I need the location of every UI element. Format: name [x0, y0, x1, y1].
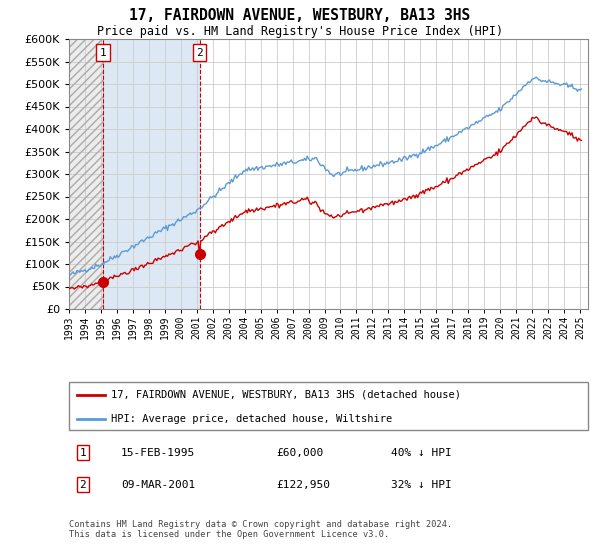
Text: 1: 1 — [79, 447, 86, 458]
Text: 17, FAIRDOWN AVENUE, WESTBURY, BA13 3HS (detached house): 17, FAIRDOWN AVENUE, WESTBURY, BA13 3HS … — [110, 390, 461, 400]
Text: 1: 1 — [100, 48, 106, 58]
Text: £60,000: £60,000 — [277, 447, 324, 458]
Text: 17, FAIRDOWN AVENUE, WESTBURY, BA13 3HS: 17, FAIRDOWN AVENUE, WESTBURY, BA13 3HS — [130, 8, 470, 23]
Text: 40% ↓ HPI: 40% ↓ HPI — [391, 447, 452, 458]
Text: Price paid vs. HM Land Registry's House Price Index (HPI): Price paid vs. HM Land Registry's House … — [97, 25, 503, 38]
Bar — [103, 39, 200, 309]
Text: 15-FEB-1995: 15-FEB-1995 — [121, 447, 195, 458]
Text: £122,950: £122,950 — [277, 479, 331, 489]
Text: 32% ↓ HPI: 32% ↓ HPI — [391, 479, 452, 489]
Text: 09-MAR-2001: 09-MAR-2001 — [121, 479, 195, 489]
Text: HPI: Average price, detached house, Wiltshire: HPI: Average price, detached house, Wilt… — [110, 414, 392, 424]
Text: 2: 2 — [79, 479, 86, 489]
Text: 2: 2 — [196, 48, 203, 58]
Text: Contains HM Land Registry data © Crown copyright and database right 2024.
This d: Contains HM Land Registry data © Crown c… — [69, 520, 452, 539]
Bar — [69, 39, 103, 309]
Bar — [69, 39, 103, 309]
